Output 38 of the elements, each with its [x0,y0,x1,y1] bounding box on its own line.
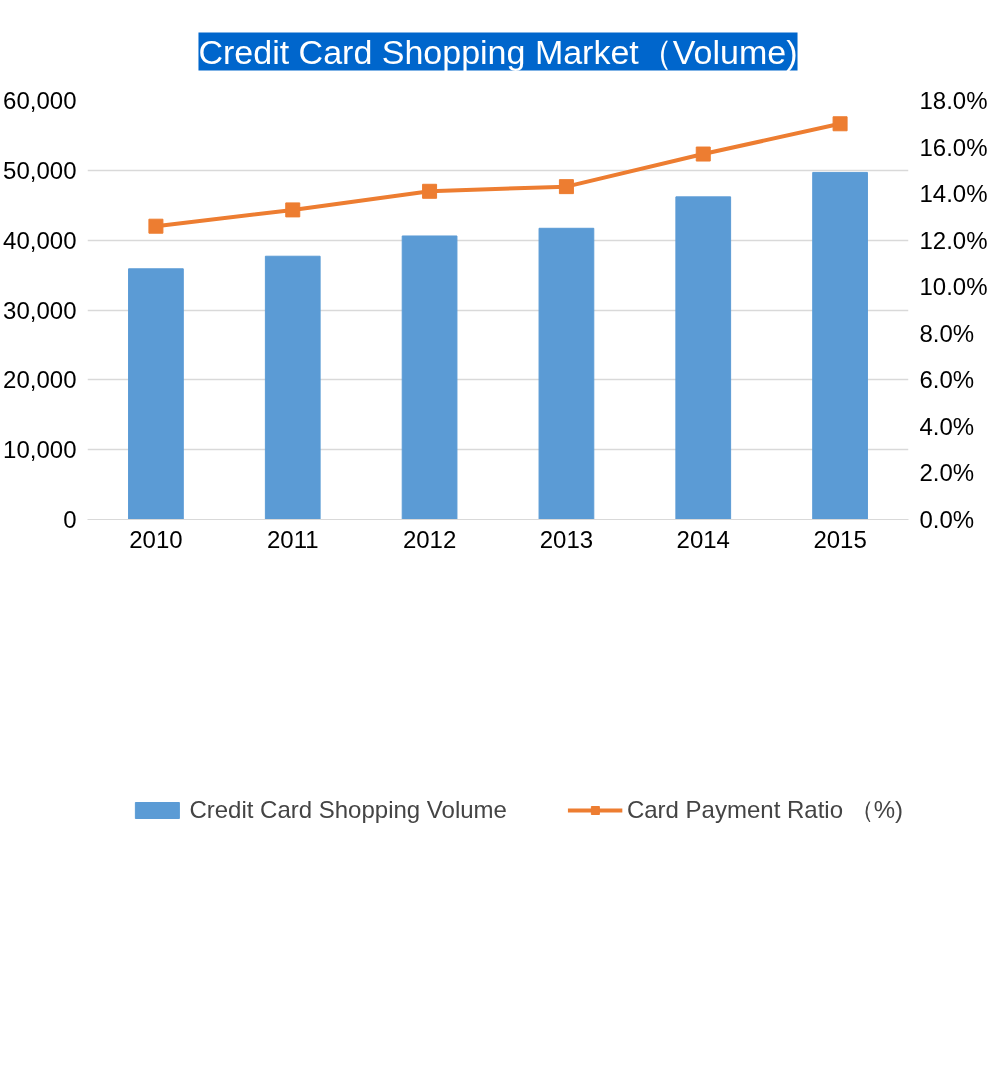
bar [264,255,321,520]
point [422,183,438,199]
point [285,202,301,218]
y-tick-label: 40,000 [3,226,77,254]
y2-tick-label: 4.0% [919,412,975,440]
y2-tick-label: 2.0% [919,459,975,487]
legend-label: Card Payment Ratio （%) [626,795,903,825]
y2-tick-label: 8.0% [919,319,975,347]
legend-label: Credit Card Shopping Volume [189,796,507,824]
bar [401,235,458,520]
y-tick-label: 10,000 [3,436,77,464]
y2-tick-label: 10.0% [919,273,988,301]
y-tick-label: 50,000 [3,156,77,184]
x-tick-label: 2011 [266,525,319,553]
bar [538,227,595,520]
y-tick-label: 20,000 [3,366,77,394]
y2-tick-label: 6.0% [919,366,975,394]
point [558,179,574,195]
y2-tick-label: 12.0% [919,226,988,254]
x-tick-label: 2013 [539,525,594,553]
bar [675,196,732,520]
x-tick-label: 2015 [813,525,867,553]
x-tick-label: 2014 [676,525,730,553]
point [695,146,711,162]
y2-tick-label: 16.0% [919,133,988,161]
x-tick-label: 2010 [129,525,183,553]
y2-tick-label: 14.0% [919,180,988,208]
y-tick-label: 0 [63,506,77,533]
point [832,116,848,132]
chart-title: Credit Card Shopping Market（Volume) [198,32,798,71]
point [148,218,164,234]
y-tick-label: 30,000 [3,296,77,324]
y2-tick-label: 18.0% [919,87,988,114]
y-tick-label: 60,000 [3,87,77,114]
bar [128,268,184,520]
x-tick-label: 2012 [402,525,457,553]
bar [812,171,868,520]
y2-tick-label: 0.0% [919,506,975,533]
